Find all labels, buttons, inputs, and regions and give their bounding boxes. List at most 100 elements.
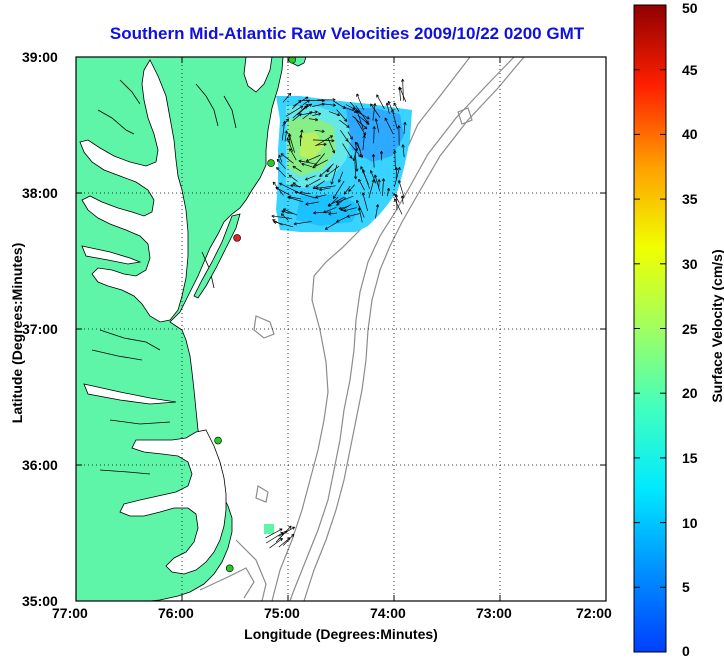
velocity-arrow	[284, 130, 288, 142]
velocity-arrow	[324, 165, 340, 177]
velocity-arrow	[399, 86, 407, 102]
velocity-arrow	[385, 102, 390, 114]
colorbar-tick-label: 5	[682, 579, 690, 596]
velocity-arrow	[288, 133, 295, 153]
velocity-arrow	[304, 175, 316, 181]
colorbar-tick-label: 25	[682, 320, 698, 337]
velocity-arrow	[346, 213, 360, 218]
velocity-arrow	[343, 207, 357, 212]
water-bodies	[79, 57, 273, 575]
velocity-arrow	[305, 178, 321, 188]
velocity-arrow	[356, 93, 364, 110]
velocity-arrow	[384, 117, 394, 135]
velocity-arrow	[339, 119, 350, 128]
y-tick-label: 37:00	[22, 321, 58, 337]
velocity-arrow	[370, 103, 381, 118]
velocity-arrow	[354, 152, 359, 172]
velocity-arrow	[276, 167, 286, 178]
velocity-arrow	[314, 129, 325, 133]
colorbar-tick-label: 10	[682, 514, 698, 531]
velocity-arrow	[336, 197, 347, 206]
y-tick-label: 35:00	[22, 593, 58, 609]
velocity-arrow	[288, 174, 298, 182]
colorbar-tick-label: 20	[682, 385, 698, 402]
velocity-arrow	[317, 98, 336, 102]
velocity-arrow	[319, 187, 331, 192]
velocity-arrow	[313, 211, 332, 215]
station-marker	[214, 436, 222, 445]
velocity-arrow	[391, 109, 398, 130]
velocity-arrow	[369, 170, 377, 184]
velocity-arrow	[345, 104, 356, 110]
colorbar-tick-label: 50	[682, 0, 698, 16]
velocity-arrow	[314, 153, 325, 167]
velocity-arrow	[342, 143, 353, 159]
velocity-arrow	[353, 160, 358, 180]
velocity-arrow	[290, 183, 302, 188]
velocity-arrow	[282, 92, 292, 103]
velocity-arrow	[285, 105, 304, 117]
velocity-arrow	[265, 528, 283, 539]
velocity-arrow	[279, 182, 299, 193]
velocity-arrow	[301, 162, 313, 168]
velocity-arrow	[401, 78, 405, 101]
velocity-arrow	[327, 196, 345, 207]
velocity-arrow	[401, 144, 405, 158]
velocity-arrow	[362, 169, 370, 189]
velocity-arrow	[379, 150, 384, 161]
velocity-arrow	[329, 111, 341, 117]
velocity-arrow	[328, 212, 338, 216]
x-tick-label: 75:00	[264, 605, 300, 621]
radar-stations	[214, 57, 297, 573]
velocity-arrow	[305, 154, 321, 162]
velocity-arrow	[305, 201, 319, 206]
velocity-vectors	[265, 78, 407, 549]
velocity-arrow	[315, 135, 334, 147]
velocity-arrow	[298, 159, 314, 164]
velocity-arrow	[394, 198, 403, 215]
velocity-arrow	[393, 149, 397, 170]
velocity-arrow	[394, 166, 401, 187]
velocity-arrow	[280, 213, 289, 221]
velocity-arrow	[276, 158, 286, 169]
x-tick-label: 74:00	[370, 605, 406, 621]
x-tick-label: 72:00	[576, 605, 612, 621]
velocity-arrow	[321, 103, 336, 107]
x-axis-label: Longitude (Degrees:Minutes)	[244, 626, 438, 642]
velocity-arrow	[347, 131, 353, 140]
x-tick-label: 77:00	[52, 605, 88, 621]
velocity-arrow	[397, 125, 401, 146]
velocity-arrow	[324, 222, 338, 230]
axis-ticks	[76, 57, 606, 601]
velocity-arrow	[272, 219, 283, 226]
colorbar-ticks	[634, 4, 666, 653]
coastline-detail	[91, 79, 237, 475]
velocity-arrow	[293, 221, 312, 226]
velocity-arrow	[312, 112, 322, 116]
velocity-arrow	[297, 105, 308, 116]
map-title: Southern Mid-Atlantic Raw Velocities 200…	[109, 24, 585, 43]
velocity-arrow	[348, 184, 355, 192]
station-marker	[267, 159, 275, 167]
velocity-arrow	[299, 134, 303, 147]
velocity-arrow	[371, 153, 376, 168]
y-tick-label: 39:00	[22, 49, 58, 65]
velocity-arrow	[361, 192, 369, 212]
velocity-arrow	[333, 100, 346, 109]
grid-lines	[76, 57, 606, 601]
colorbar-tick-label: 35	[682, 191, 698, 208]
velocity-arrow	[312, 139, 335, 143]
x-tick-label: 73:00	[476, 605, 512, 621]
velocity-arrow	[292, 99, 302, 110]
velocity-arrow	[269, 538, 283, 549]
y-axis-label: Latitude (Degrees:Minutes)	[9, 242, 25, 424]
velocity-arrow	[372, 126, 376, 144]
velocity-arrow	[354, 141, 359, 152]
velocity-arrow	[397, 180, 405, 198]
y-tick-label: 36:00	[22, 457, 58, 473]
velocity-arrow	[326, 165, 333, 173]
velocity-arrow	[376, 94, 385, 109]
velocity-arrow	[355, 105, 369, 124]
velocity-arrow	[281, 210, 293, 215]
